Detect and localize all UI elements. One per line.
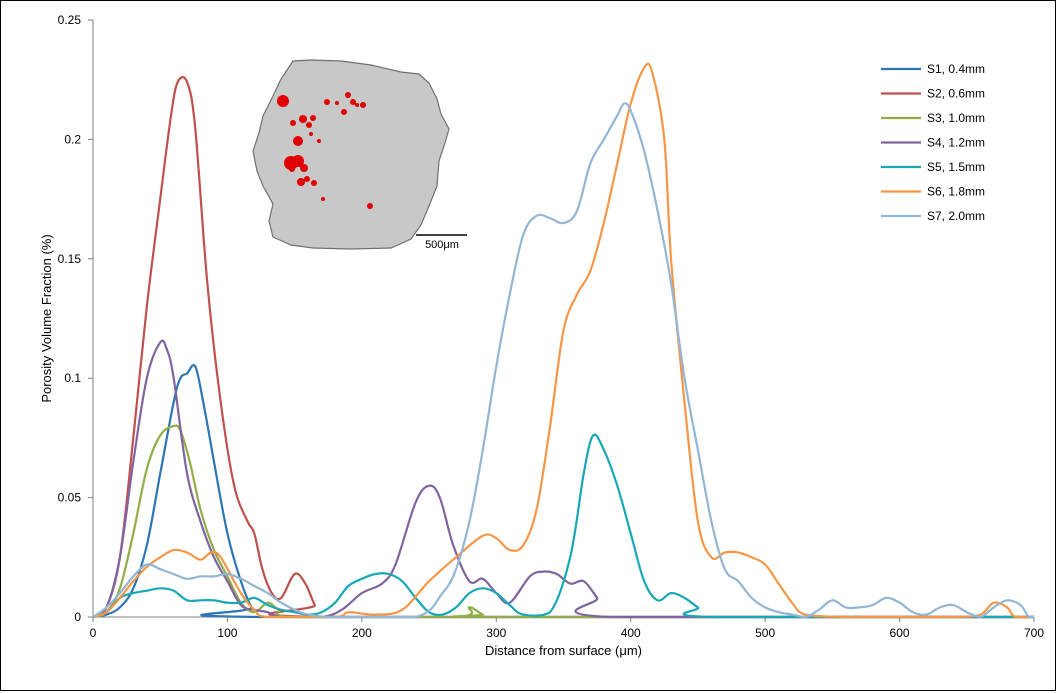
legend-label: S5, 1.5mm	[927, 160, 985, 174]
pore-dot	[345, 92, 351, 98]
legend: S1, 0.4mm S2, 0.6mm S3, 1.0mm S4, 1.2mm S5, …	[881, 62, 985, 223]
x-tick-label: 700	[1024, 626, 1044, 640]
series-line-3	[92, 424, 1034, 619]
pore-dot	[290, 120, 296, 126]
legend-label: S1, 0.4mm	[927, 62, 985, 76]
y-tick-label: 0.05	[58, 491, 82, 505]
y-axis-label: Porosity Volume Fraction (%)	[39, 234, 54, 402]
x-axis-label: Distance from surface (μm)	[485, 643, 642, 658]
pore-dot	[311, 180, 317, 186]
pore-dot	[293, 136, 303, 146]
pore-dot	[310, 115, 316, 121]
pore-dot	[300, 164, 308, 172]
x-tick-label: 500	[755, 626, 775, 640]
pore-dot	[367, 203, 373, 209]
y-tick-label: 0.25	[58, 13, 82, 27]
scale-bar-label: 500μm	[425, 239, 459, 251]
y-tick-label: 0.15	[58, 252, 82, 266]
pore-dot	[304, 176, 310, 182]
pore-dot	[360, 102, 366, 108]
y-tick-label: 0.1	[64, 371, 81, 385]
x-tick-label: 300	[486, 626, 506, 640]
x-tick-label: 400	[621, 626, 641, 640]
pore-dot	[299, 115, 307, 123]
axes	[92, 20, 1034, 618]
legend-label: S7, 2.0mm	[927, 209, 985, 223]
series-line-6	[92, 62, 1034, 619]
pore-dot	[289, 166, 295, 172]
pore-dot	[335, 101, 339, 105]
x-tick-label: 200	[352, 626, 372, 640]
series-line-4	[92, 339, 1034, 619]
x-tick-label: 0	[90, 626, 97, 640]
series-line-1	[92, 364, 1034, 619]
legend-label: S4, 1.2mm	[927, 136, 985, 150]
pore-dot	[355, 103, 359, 107]
series-lines	[92, 62, 1034, 619]
series-line-2	[92, 76, 1034, 619]
x-tick-label: 100	[217, 626, 237, 640]
series-line-7	[92, 102, 1034, 619]
pore-dot	[324, 99, 330, 105]
legend-label: S6, 1.8mm	[927, 185, 985, 199]
inset-micrograph: 500μm	[252, 59, 467, 251]
pore-dot	[306, 122, 312, 128]
legend-label: S3, 1.0mm	[927, 111, 985, 125]
pore-dot	[297, 178, 305, 186]
pore-dot	[350, 99, 356, 105]
cross-section-image	[252, 59, 450, 250]
pore-dot	[309, 132, 313, 136]
y-tick-label: 0	[74, 610, 81, 624]
pore-dot	[292, 155, 304, 167]
pore-dot	[341, 109, 347, 115]
series-line-5	[92, 433, 1034, 619]
x-tick-label: 600	[890, 626, 910, 640]
pore-dot	[321, 197, 325, 201]
y-tick-label: 0.2	[64, 132, 81, 146]
pore-markers	[277, 92, 373, 209]
legend-label: S2, 0.6mm	[927, 87, 985, 101]
pore-dot	[277, 95, 289, 107]
pore-dot	[317, 139, 321, 143]
tick-labels: 0 100 200 300 400 500 600 700 0 0.05 0.1 0.15 0.2 0.2…	[58, 13, 1045, 640]
